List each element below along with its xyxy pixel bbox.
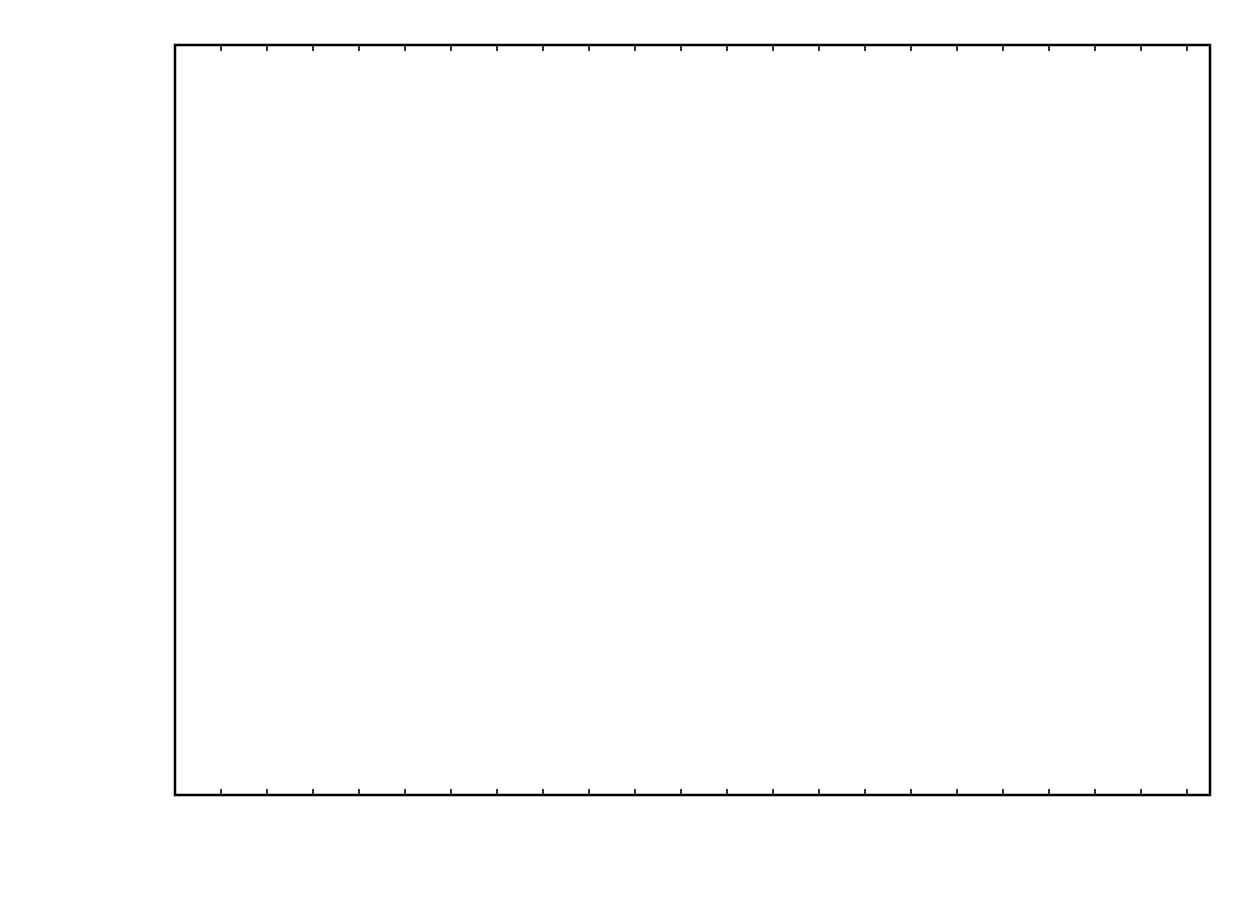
- xrd-chart: [0, 0, 1240, 921]
